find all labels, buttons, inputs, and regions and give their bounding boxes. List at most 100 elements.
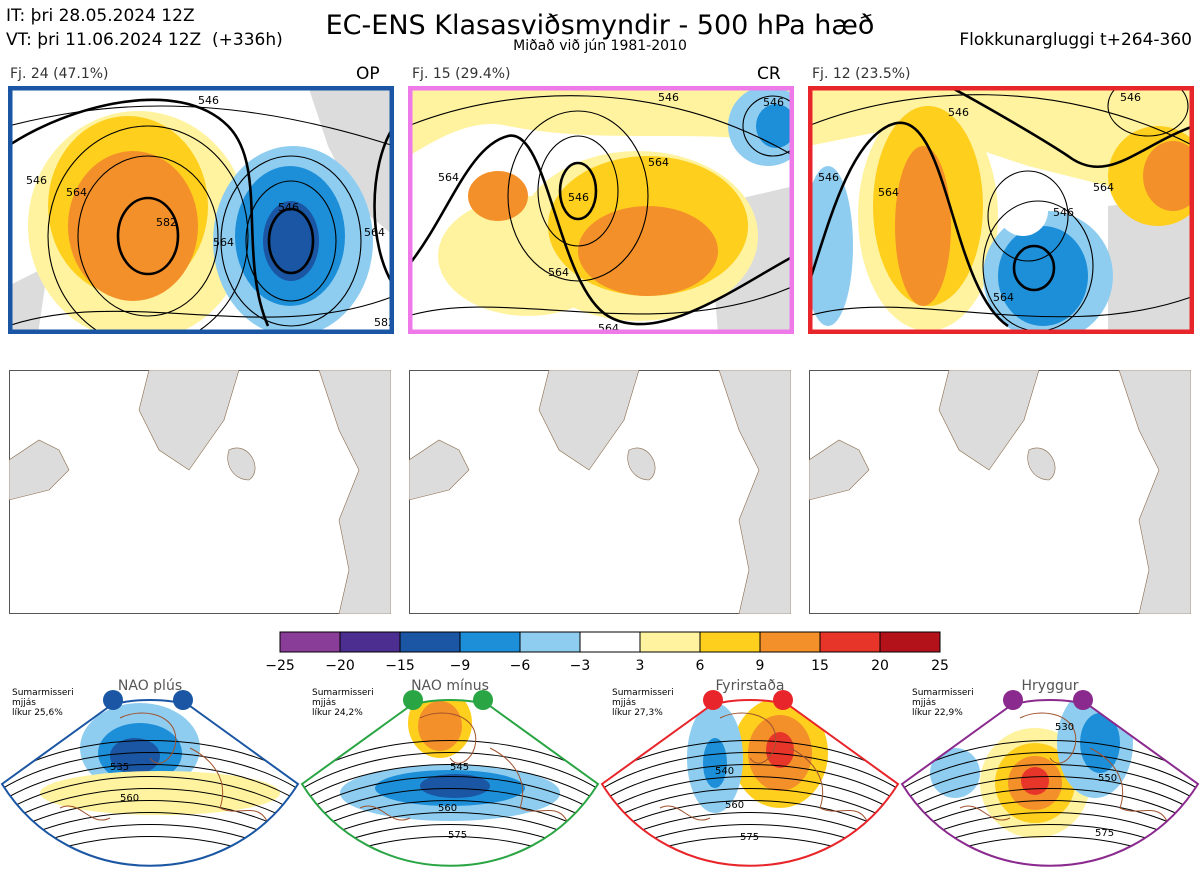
empty-map-2 <box>409 370 791 614</box>
regime-contour-label: 540 <box>715 766 734 777</box>
regime-probability: líkur 24,2% <box>312 708 363 718</box>
contour-label: 564 <box>438 171 459 184</box>
contour-label: 546 <box>1053 206 1074 219</box>
regime-marker-dot <box>403 690 423 710</box>
regime-probability: líkur 27,3% <box>612 708 663 718</box>
regime-smoothing: mjjás <box>912 698 936 708</box>
contour-label: 546 <box>568 191 589 204</box>
colorbar-swatch <box>459 631 521 653</box>
contour-label: 546 <box>26 174 47 187</box>
colorbar-swatch <box>819 631 881 653</box>
colorbar-swatch <box>339 631 401 653</box>
contour-label: 546 <box>658 91 679 104</box>
regime-contour-label: 575 <box>740 832 759 843</box>
regime-marker-dot <box>473 690 493 710</box>
cluster-1-label: Fj. 24 (47.1%) <box>10 66 109 82</box>
regime-name: Fyrirstaða <box>716 678 785 694</box>
contour-label: 546 <box>1120 91 1141 104</box>
regime-contour-label: 550 <box>1098 773 1117 784</box>
contour-label: 546 <box>948 106 969 119</box>
regime-contour-label: 530 <box>1055 722 1074 733</box>
colorbar-tick-label: 6 <box>696 658 705 674</box>
regime-probability: líkur 22,9% <box>912 708 963 718</box>
regime-contour-label: 560 <box>438 803 457 814</box>
contour-label: 582 <box>374 316 394 329</box>
regime-smoothing: mjjás <box>612 698 636 708</box>
contour-label: 582 <box>156 216 177 229</box>
contour-label: 564 <box>364 226 385 239</box>
regime-name: NAO mínus <box>411 678 489 694</box>
cluster-frame-2 <box>408 86 794 334</box>
page-title: EC-ENS Klasasviðsmyndir - 500 hPa hæð <box>325 10 875 41</box>
valid-time: VT: þri 11.06.2024 12Z (+336h) <box>6 30 283 50</box>
regime-contour-label: 575 <box>1095 828 1114 839</box>
cluster-3-label: Fj. 12 (23.5%) <box>812 66 911 82</box>
contour-label: 546 <box>198 94 219 107</box>
cluster-frame-3 <box>808 86 1194 334</box>
regime-marker-dot <box>173 690 193 710</box>
contour-label: 564 <box>648 156 669 169</box>
regime-season: Sumarmisseri <box>12 688 74 698</box>
contour-label: 546 <box>763 96 784 109</box>
regime-season: Sumarmisseri <box>612 688 674 698</box>
contour-label: 564 <box>213 236 234 249</box>
regime-marker-dot <box>1073 690 1093 710</box>
colorbar-swatch <box>759 631 821 653</box>
colorbar-tick-label: −9 <box>450 658 471 674</box>
empty-map-3 <box>809 370 1191 614</box>
regime-contour-label: 535 <box>110 762 129 773</box>
regime-marker-dot <box>703 690 723 710</box>
regime-name: NAO plús <box>118 678 182 694</box>
contour-label: 564 <box>878 186 899 199</box>
cluster-map-3: 546 564 546 546 564 546 564 <box>808 86 1194 334</box>
regime-marker-dot <box>103 690 123 710</box>
colorbar-swatch <box>519 631 581 653</box>
contour-label: 546 <box>818 171 839 184</box>
cluster-2-label: Fj. 15 (29.4%) <box>412 66 511 82</box>
colorbar-swatch <box>279 631 341 653</box>
contour-label: 564 <box>993 291 1014 304</box>
cluster-map-1: 546 564 546 582 564 564 546 582 <box>8 86 394 334</box>
contour-label: 564 <box>548 266 569 279</box>
colorbar: −25 −20 −15 −9 −6 −3 3 6 9 15 20 25 <box>265 631 949 674</box>
colorbar-tick-label: −15 <box>385 658 415 674</box>
regime-marker-dot <box>1003 690 1023 710</box>
cluster-1-tag: OP <box>356 64 380 84</box>
classification-window: Flokkunargluggi t+264-360 <box>959 30 1192 50</box>
colorbar-swatch <box>699 631 761 653</box>
colorbar-tick-label: −3 <box>570 658 591 674</box>
contour-label: 564 <box>598 322 619 334</box>
regime-marker-dot <box>773 690 793 710</box>
colorbar-swatch <box>639 631 701 653</box>
cluster-2-tag: CR <box>757 64 781 84</box>
regime-contour-label: 545 <box>450 762 469 773</box>
colorbar-tick-label: 20 <box>871 658 889 674</box>
regime-season: Sumarmisseri <box>912 688 974 698</box>
cluster-frame-1 <box>8 86 394 334</box>
colorbar-tick-label: 15 <box>811 658 829 674</box>
colorbar-tick-label: 25 <box>931 658 949 674</box>
cluster-map-2: 564 546 564 546 564 564 546 <box>408 86 794 334</box>
regime-contour-label: 575 <box>448 830 467 841</box>
contour-label: 564 <box>1093 181 1114 194</box>
regime-name: Hryggur <box>1022 678 1079 694</box>
contour-label: 546 <box>278 201 299 214</box>
regime-smoothing: mjjás <box>12 698 36 708</box>
colorbar-tick-label: 9 <box>756 658 765 674</box>
regime-contour-label: 560 <box>120 793 139 804</box>
colorbar-swatch <box>579 631 641 653</box>
empty-map-1 <box>9 370 391 614</box>
contour-label: 564 <box>66 186 87 199</box>
colorbar-tick-label: −6 <box>510 658 531 674</box>
regime-contour-label: 560 <box>725 800 744 811</box>
init-time: IT: þri 28.05.2024 12Z <box>6 6 195 26</box>
colorbar-swatch <box>399 631 461 653</box>
colorbar-tick-label: −20 <box>325 658 355 674</box>
regime-smoothing: mjjás <box>312 698 336 708</box>
page-subtitle: Miðað við jún 1981-2010 <box>513 38 687 54</box>
colorbar-tick-label: −25 <box>265 658 295 674</box>
colorbar-swatch <box>879 631 941 653</box>
